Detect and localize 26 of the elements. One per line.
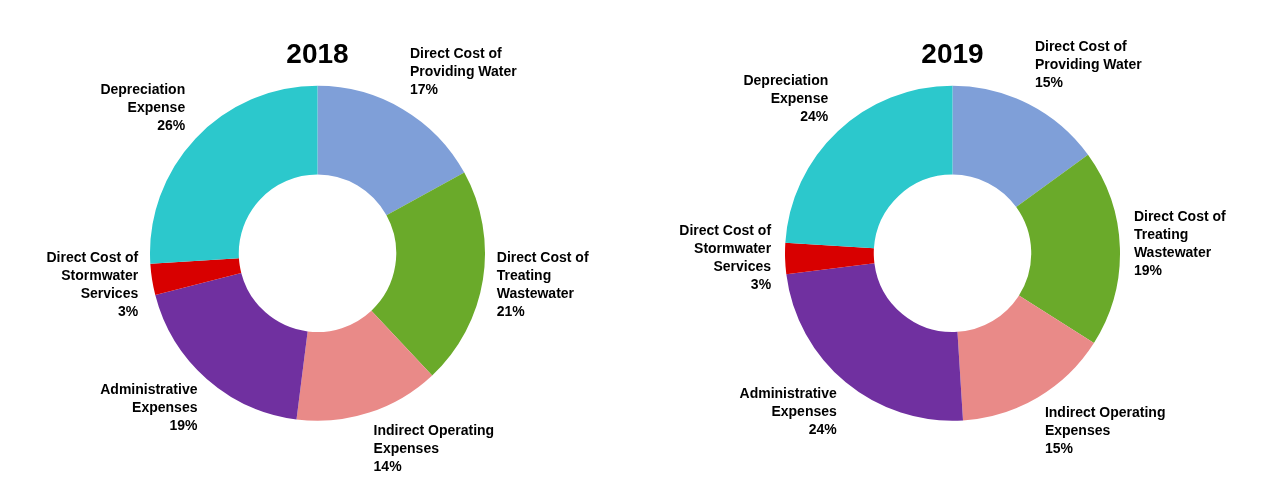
chart-title: 2018 (286, 37, 349, 69)
data-label: 17% (409, 80, 439, 97)
slice-label: Indirect Operating Expenses (373, 422, 495, 457)
data-label: 19% (1133, 262, 1163, 279)
data-label: 3% (118, 303, 139, 320)
chart-title: 2019 (921, 37, 984, 69)
slice-label: Direct Cost of Stormwater Services (679, 221, 772, 274)
slice-label: Direct Cost of Treating Wastewater (496, 249, 589, 302)
slice-label: Direct Cost of Providing Water (1034, 38, 1143, 73)
data-label: 21% (496, 303, 526, 320)
slice-label: Depreciation Expense (100, 81, 186, 116)
slice-label: Indirect Operating Expenses (1044, 403, 1166, 438)
data-label: 24% (808, 420, 838, 437)
data-label: 24% (800, 108, 829, 125)
data-label: 15% (1044, 439, 1074, 456)
data-label: 3% (750, 275, 772, 292)
data-label: 14% (373, 458, 403, 475)
slice-label: Direct Cost of Stormwater Services (46, 249, 139, 302)
data-label: 26% (157, 117, 186, 134)
slice-label: Administrative Expenses (100, 380, 198, 415)
slice-label: Administrative Expenses (739, 384, 838, 419)
slice-label: Depreciation Expense (743, 72, 829, 107)
slice-label: Direct Cost of Treating Wastewater (1133, 208, 1227, 261)
slice-label: Direct Cost of Providing Water (409, 44, 518, 79)
data-label: 15% (1034, 74, 1064, 91)
data-label: 19% (169, 416, 199, 433)
